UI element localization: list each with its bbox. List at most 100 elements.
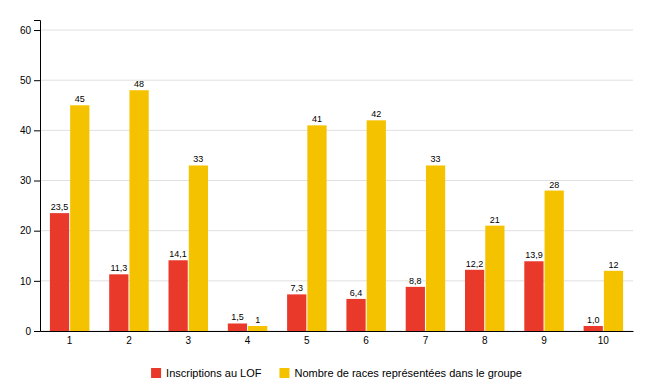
tick-label: 50 <box>20 75 32 86</box>
data-label: 12,2 <box>466 259 484 269</box>
axis-line <box>34 21 41 332</box>
data-label: 42 <box>371 109 381 119</box>
tick: 0 <box>25 326 40 337</box>
plot: 01020304050601234567891023,511,314,11,57… <box>20 21 634 347</box>
bar <box>426 165 445 331</box>
bar <box>248 326 267 331</box>
data-label: 6,4 <box>350 288 363 298</box>
bar <box>485 226 504 331</box>
data-label: 41 <box>312 114 322 124</box>
data-label: 1 <box>255 315 260 325</box>
bar <box>228 323 247 331</box>
tick-label: 10 <box>598 335 610 346</box>
tick-label: 10 <box>20 276 32 287</box>
bar <box>189 165 208 331</box>
bars <box>50 90 623 331</box>
tick-mark <box>34 80 40 81</box>
tick-label: 2 <box>126 335 132 346</box>
tick: 2 <box>126 335 132 346</box>
tick: 40 <box>20 125 40 136</box>
data-label: 1,5 <box>231 312 244 322</box>
tick: 8 <box>482 335 488 346</box>
tick: 30 <box>20 175 40 186</box>
data-label: 33 <box>193 154 203 164</box>
data-label: 21 <box>490 215 500 225</box>
tick: 7 <box>423 335 429 346</box>
tick-label: 30 <box>20 175 32 186</box>
grid-line <box>40 130 633 131</box>
data-label: 13,9 <box>525 250 543 260</box>
bar <box>465 270 484 331</box>
grid-line <box>40 331 633 332</box>
tick-mark <box>34 231 40 232</box>
legend-swatch <box>151 368 161 378</box>
tick-label: 1 <box>67 335 73 346</box>
tick-label: 9 <box>541 335 547 346</box>
tick: 3 <box>185 335 191 346</box>
data-label: 12 <box>608 260 618 270</box>
data-label: 7,3 <box>290 283 303 293</box>
tick: 10 <box>20 276 40 287</box>
tick: 60 <box>20 25 40 36</box>
bar <box>129 90 148 331</box>
bar <box>169 260 188 331</box>
data-label: 45 <box>75 94 85 104</box>
tick-label: 4 <box>245 335 251 346</box>
axis-line <box>41 331 634 332</box>
chart: 01020304050601234567891023,511,314,11,57… <box>0 0 648 391</box>
tick-mark <box>34 130 40 131</box>
legend-item: Nombre de races représentées dans le gro… <box>279 367 521 379</box>
bar <box>50 213 69 331</box>
tick-label: 5 <box>304 335 310 346</box>
data-label: 28 <box>549 180 559 190</box>
grid-line <box>40 180 633 181</box>
grid-line <box>40 280 633 281</box>
tick-label: 20 <box>20 225 32 236</box>
tick-label: 40 <box>20 125 32 136</box>
series-labels: 45 48 33 1 41 42 33 21 28 12 <box>75 79 619 325</box>
tick: 5 <box>304 335 310 346</box>
data-label: 1,0 <box>587 315 600 325</box>
series-labels: 23,5 11,3 14,1 1,5 7,3 6,4 8,8 12,2 13,9 1,0 <box>51 202 600 325</box>
tick: 4 <box>245 335 251 346</box>
grid-line <box>40 230 633 231</box>
tick: 10 <box>598 335 610 346</box>
tick: 6 <box>363 335 369 346</box>
tick-mark <box>34 331 40 332</box>
grid-line <box>40 80 633 81</box>
tick-label: 60 <box>20 25 32 36</box>
grid <box>40 30 633 331</box>
series <box>70 90 623 331</box>
legend: Inscriptions au LOF Nombre de races repré… <box>151 367 522 379</box>
bar <box>604 271 623 331</box>
tick: 20 <box>20 225 40 236</box>
data-label: 33 <box>431 154 441 164</box>
bar <box>524 261 543 331</box>
tick-label: 7 <box>423 335 429 346</box>
data-label: 14,1 <box>169 249 187 259</box>
tick-mark <box>34 281 40 282</box>
y-axis: 0 10 20 30 40 50 60 <box>20 21 41 337</box>
data-label: 48 <box>134 79 144 89</box>
tick: 9 <box>541 335 547 346</box>
legend-label: Nombre de races représentées dans le gro… <box>294 367 521 379</box>
bar <box>367 120 386 331</box>
bar <box>70 105 89 331</box>
legend-item: Inscriptions au LOF <box>151 367 262 379</box>
x-axis: 1 2 3 4 5 6 7 8 9 10 <box>41 332 634 347</box>
data-label: 8,8 <box>409 276 422 286</box>
bar <box>307 125 326 331</box>
tick-label: 3 <box>185 335 191 346</box>
tick-label: 0 <box>25 326 31 337</box>
data-labels: 23,5 11,3 14,1 1,5 7,3 6,4 8,8 12,2 13,9 1,0 45 48 3… <box>51 79 619 325</box>
bar <box>287 294 306 331</box>
tick: 1 <box>67 335 73 346</box>
tick-label: 8 <box>482 335 488 346</box>
bar <box>346 299 365 331</box>
bar <box>584 326 603 331</box>
data-label: 23,5 <box>51 202 69 212</box>
data-label: 11,3 <box>110 263 127 273</box>
tick-mark <box>34 181 40 182</box>
grid-line <box>40 30 633 31</box>
tick-mark <box>34 30 40 31</box>
